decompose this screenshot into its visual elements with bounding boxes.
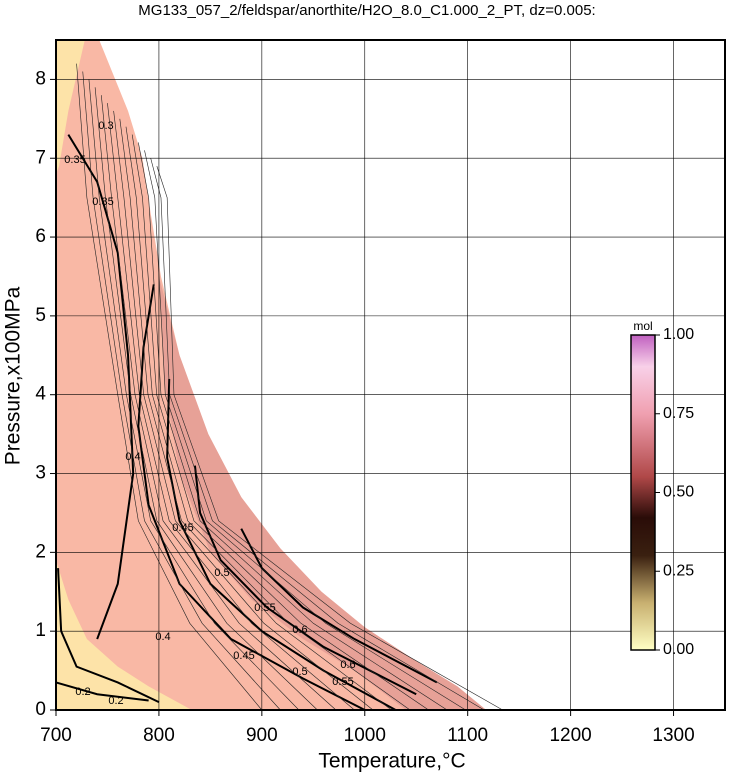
contour-line — [240, 528, 438, 684]
contour-line — [138, 142, 448, 711]
contour-line — [193, 465, 417, 696]
y-tick-label: 0 — [35, 699, 46, 720]
y-tick-label: 1 — [35, 620, 46, 641]
y-axis-label: Pressure,x100MPa — [2, 286, 25, 465]
contour-label: 0.6 — [292, 624, 307, 636]
x-tick-label: 900 — [246, 725, 278, 746]
colorbar — [630, 334, 656, 651]
contour-line — [57, 568, 160, 704]
contour-line — [150, 158, 485, 711]
colorbar-tick-label: 1.00 — [663, 326, 694, 343]
colorbar-label: mol — [633, 319, 652, 333]
y-tick-label: 3 — [35, 463, 46, 484]
contour-label: 0.4 — [125, 451, 140, 463]
colorbar-tick-label: 0.50 — [663, 484, 694, 501]
contour-line — [144, 150, 466, 711]
contour-label: 0.35 — [64, 154, 85, 166]
colorbar-tick-label: 0.00 — [663, 641, 694, 658]
contour-label: 0.6 — [340, 659, 355, 671]
y-tick-label: 5 — [35, 305, 46, 326]
contour-line — [82, 71, 281, 711]
x-tick-label: 1200 — [549, 725, 591, 746]
contour-line — [55, 681, 149, 702]
y-tick-label: 8 — [35, 68, 46, 89]
contour-line — [125, 126, 411, 711]
colorbar-tick-label: 0.75 — [663, 405, 694, 422]
contour-label: 0.5 — [214, 567, 229, 579]
x-tick-label: 1300 — [652, 725, 694, 746]
low-region — [56, 40, 85, 174]
contour-line — [131, 134, 429, 711]
x-tick-label: 1000 — [344, 725, 386, 746]
contour-line — [76, 63, 263, 711]
contour-line — [94, 87, 318, 711]
contour-line — [137, 284, 366, 711]
contour-line — [88, 79, 300, 711]
chart-title: MG133_057_2/feldspar/anorthite/H2O_8.0_C… — [138, 2, 595, 19]
contour-label: 0.4 — [155, 631, 170, 643]
x-axis-label: Temperature,°C — [318, 750, 465, 773]
contour-label: 0.45 — [172, 522, 193, 534]
contour-line — [113, 110, 374, 711]
contour-label: 0.55 — [254, 602, 275, 614]
contour-label: 0.35 — [92, 196, 113, 208]
plot-frame — [55, 39, 726, 711]
contour-label: 0.3 — [98, 120, 113, 132]
y-tick-label: 6 — [35, 226, 46, 247]
contour-line — [156, 166, 503, 711]
contour-label: 0.5 — [292, 666, 307, 678]
y-tick-label: 4 — [35, 384, 46, 405]
x-tick-label: 1100 — [447, 725, 488, 746]
contour-line — [67, 134, 135, 640]
contour-label: 0.45 — [233, 650, 254, 662]
y-tick-label: 2 — [35, 541, 46, 562]
colorbar-tick-label: 0.25 — [663, 562, 694, 579]
contour-label: 0.2 — [75, 686, 90, 698]
x-tick-label: 700 — [40, 725, 72, 746]
contour-line — [100, 95, 337, 711]
contour-line — [119, 118, 392, 711]
x-tick-label: 800 — [143, 725, 175, 746]
field-edge — [158, 276, 487, 710]
contour-label: 0.2 — [108, 695, 123, 707]
contour-line — [107, 103, 355, 711]
contour-label: 0.55 — [332, 676, 353, 688]
y-tick-label: 7 — [35, 147, 46, 168]
